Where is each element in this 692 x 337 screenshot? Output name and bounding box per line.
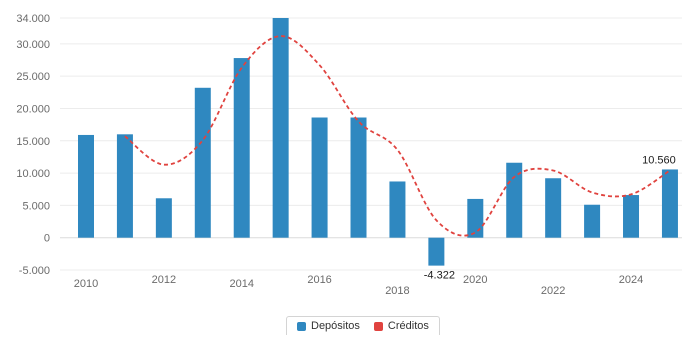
y-tick-label: -5.000 bbox=[19, 265, 50, 277]
y-tick-label: 20.000 bbox=[16, 103, 50, 115]
legend-swatch-creditos bbox=[373, 321, 383, 331]
bar-depositos[interactable] bbox=[233, 58, 250, 238]
bar-depositos[interactable] bbox=[467, 198, 484, 238]
bar-depositos[interactable] bbox=[78, 134, 94, 238]
bar-depositos[interactable] bbox=[350, 117, 367, 238]
data-labels: -4.322 10.560 bbox=[424, 154, 676, 281]
bar-depositos[interactable] bbox=[584, 204, 601, 238]
y-tick-label: 30.000 bbox=[16, 39, 50, 51]
legend-label-creditos: Créditos bbox=[387, 320, 429, 332]
x-tick-label: 2010 bbox=[74, 278, 98, 290]
deposit-bars bbox=[78, 18, 678, 266]
bar-depositos[interactable] bbox=[623, 195, 640, 238]
y-tick-label: 34.000 bbox=[16, 13, 50, 25]
y-tick-label: 25.000 bbox=[16, 71, 50, 83]
y-tick-label: 15.000 bbox=[16, 136, 50, 148]
bar-depositos[interactable] bbox=[389, 181, 406, 238]
legend-item-creditos[interactable]: Créditos bbox=[373, 320, 429, 332]
legend-label-depositos: Depósitos bbox=[311, 320, 360, 332]
x-tick-label: 2024 bbox=[619, 274, 643, 286]
x-tick-label: 2014 bbox=[229, 278, 253, 290]
data-label: 10.560 bbox=[642, 154, 676, 166]
bar-depositos[interactable] bbox=[272, 18, 289, 238]
x-tick-label: 2012 bbox=[152, 274, 176, 286]
y-tick-label: 0 bbox=[44, 233, 50, 245]
legend: Depósitos Créditos bbox=[286, 316, 440, 335]
y-axis-ticks: -5.000 0 5.000 10.000 15.000 20.000 25.000 30.0… bbox=[16, 13, 50, 277]
bar-depositos[interactable] bbox=[116, 134, 133, 238]
x-tick-label: 2020 bbox=[463, 274, 487, 286]
y-tick-label: 10.000 bbox=[16, 168, 50, 180]
bar-depositos[interactable] bbox=[155, 198, 172, 238]
line-creditos[interactable] bbox=[124, 35, 671, 237]
x-axis-ticks: 2010 2012 2014 2016 2018 2020 2022 2024 bbox=[74, 274, 644, 297]
x-tick-label: 2018 bbox=[385, 285, 409, 297]
x-tick-label: 2022 bbox=[541, 285, 565, 297]
legend-swatch-depositos bbox=[297, 321, 306, 331]
bar-depositos[interactable] bbox=[661, 169, 678, 238]
credit-line-layer bbox=[124, 35, 671, 237]
y-tick-label: 5.000 bbox=[22, 200, 50, 212]
bar-depositos[interactable] bbox=[194, 87, 211, 238]
bar-depositos[interactable] bbox=[428, 237, 445, 266]
bar-depositos[interactable] bbox=[311, 117, 328, 238]
data-label: -4.322 bbox=[424, 270, 455, 282]
x-tick-label: 2016 bbox=[307, 274, 331, 286]
bar-depositos[interactable] bbox=[545, 178, 562, 238]
legend-item-depositos[interactable]: Depósitos bbox=[297, 320, 360, 332]
